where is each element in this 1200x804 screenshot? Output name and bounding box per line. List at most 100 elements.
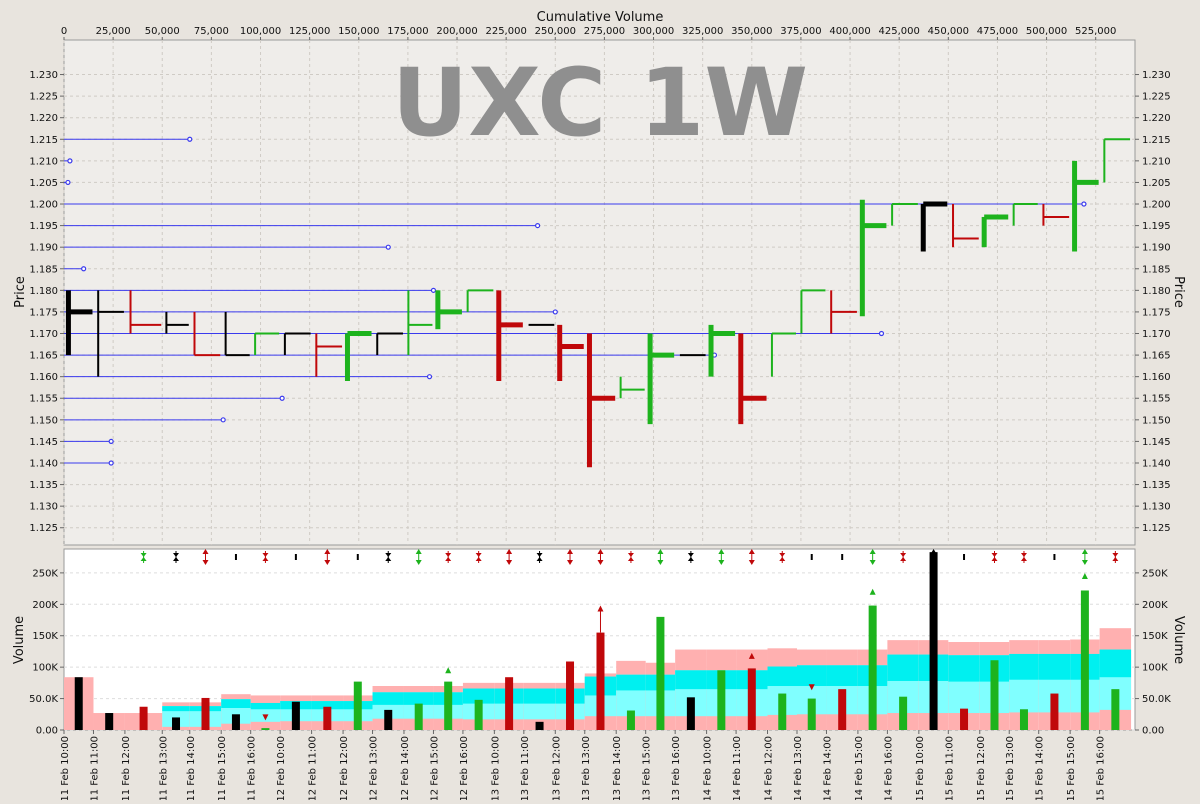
volume-tick-label: 250K <box>1142 568 1168 579</box>
volume-bar <box>929 552 938 730</box>
time-tick-label: 14 Feb 11:00 <box>732 736 743 800</box>
volume-bar <box>231 714 240 730</box>
volume-tick-label: 0.00 <box>36 726 58 737</box>
volume-band-core <box>523 688 556 704</box>
y-axis-title-left: Price <box>13 276 28 308</box>
time-tick-label: 12 Feb 10:00 <box>276 736 287 800</box>
level-end-marker <box>108 438 114 445</box>
signal-arrow-down <box>930 560 937 565</box>
volume-tick-label: 150K <box>1142 631 1168 642</box>
y-tick-label: 1.140 <box>29 458 58 469</box>
time-tick-label: 13 Feb 15:00 <box>642 736 653 800</box>
level-lines <box>64 136 1087 466</box>
volume-tick-label: 0.00 <box>1142 726 1164 737</box>
signal-arrow-down <box>597 560 604 565</box>
volume-tick-label: 50.0K <box>1142 694 1171 705</box>
signal-arrow-up <box>415 549 422 554</box>
level-end-marker <box>1081 201 1087 207</box>
y-tick-label: 1.220 <box>1142 113 1171 124</box>
x-axis-top: 0 25,000 50,000 75,000 100,000 125,000 150,000… <box>61 26 1116 40</box>
bar-marker-up <box>445 667 452 674</box>
y-tick-label: 1.185 <box>1142 264 1171 275</box>
y-tick-label: 1.125 <box>29 523 58 534</box>
y-tick-label: 1.125 <box>1142 523 1171 534</box>
time-tick-label: 13 Feb 10:00 <box>490 736 501 800</box>
x-tick-label: 300,000 <box>633 26 674 37</box>
signal-arrow-down <box>1081 560 1088 565</box>
time-tick-label: 11 Feb 10:00 <box>60 736 71 800</box>
x-tick-label: 450,000 <box>928 26 969 37</box>
time-tick-label: 11 Feb 15:00 <box>217 736 228 800</box>
volume-bar <box>105 713 114 730</box>
volume-tick-label: 100K <box>32 663 58 674</box>
time-tick-label: 14 Feb 12:00 <box>764 736 775 800</box>
bar-marker-up <box>1081 573 1088 580</box>
time-tick-label: 14 Feb 15:00 <box>854 736 865 800</box>
x-tick-label: 175,000 <box>387 26 428 37</box>
y-tick-label: 1.145 <box>1142 437 1171 448</box>
time-tick-label: 14 Feb 14:00 <box>822 736 833 800</box>
volume-bar <box>414 703 423 730</box>
y-tick-label: 1.225 <box>29 92 58 103</box>
time-tick-label: 11 Feb 16:00 <box>247 736 258 800</box>
time-tick-label: 15 Feb 15:00 <box>1066 736 1077 800</box>
volume-bar <box>656 616 665 730</box>
level-end-marker <box>430 287 437 293</box>
signal-arrow-down <box>324 560 331 565</box>
price-panel <box>63 39 1136 546</box>
x-tick-label: 250,000 <box>535 26 576 37</box>
volume-axis-title-left: Volume <box>12 616 27 664</box>
signal-arrow-up <box>930 549 937 554</box>
y-tick-label: 1.210 <box>29 156 58 167</box>
level-end-marker <box>426 374 433 380</box>
volume-bar <box>626 710 635 730</box>
time-tick-label: 12 Feb 12:00 <box>339 736 350 800</box>
signal-arrow-up <box>506 549 513 554</box>
volume-tick-label: 250K <box>32 568 58 579</box>
volume-bar <box>505 677 514 730</box>
volume-bar <box>807 698 816 730</box>
volume-band-core <box>887 654 919 681</box>
y-tick-label: 1.200 <box>1142 200 1171 211</box>
time-tick-label: 11 Feb 14:00 <box>186 736 197 800</box>
bar-marker-up <box>597 605 604 612</box>
bar-marker-up <box>869 588 876 595</box>
y-tick-label: 1.150 <box>29 415 58 426</box>
volume-band-core <box>162 706 190 712</box>
volume-tick-label: 200K <box>1142 600 1168 611</box>
y-tick-label: 1.215 <box>29 135 58 146</box>
volume-band-core <box>826 665 858 687</box>
signal-arrow-up <box>718 549 725 554</box>
y-tick-label: 1.160 <box>1142 372 1171 383</box>
volume-tick-label: 50.0K <box>29 694 58 705</box>
signal-markers <box>140 549 1119 721</box>
y-axis-right: 1.125 1.130 1.135 1.140 1.145 1.150 1.155 1.160… <box>1135 70 1171 534</box>
volume-band-core <box>616 674 646 691</box>
volume-band-core <box>462 688 495 704</box>
volume-bar <box>139 706 148 730</box>
volume-band-inner <box>162 706 190 727</box>
signal-arrow-up <box>748 549 755 554</box>
volume-bar <box>323 706 332 730</box>
y-axis-left: 1.125 1.130 1.135 1.140 1.145 1.150 1.155 1.160… <box>29 70 64 534</box>
volume-band-core <box>1009 653 1039 680</box>
price-bars <box>65 138 1131 468</box>
time-tick-label: 15 Feb 16:00 <box>1096 736 1107 800</box>
signal-arrow-down <box>718 560 725 565</box>
time-tick-label: 12 Feb 14:00 <box>400 736 411 800</box>
time-tick-label: 13 Feb 13:00 <box>581 736 592 800</box>
time-tick-label: 12 Feb 15:00 <box>429 736 440 800</box>
volume-bar <box>566 661 575 730</box>
y-tick-label: 1.190 <box>29 243 58 254</box>
volume-band-core <box>1038 653 1071 680</box>
y-tick-label: 1.150 <box>1142 415 1171 426</box>
volume-bar <box>353 681 362 730</box>
volume-bar <box>747 668 756 730</box>
signal-arrow-down <box>657 560 664 565</box>
volume-bar <box>990 660 999 730</box>
volume-bar <box>74 677 83 730</box>
volume-bar <box>686 697 695 730</box>
bar-marker-down <box>262 714 269 721</box>
y-tick-label: 1.170 <box>29 329 58 340</box>
